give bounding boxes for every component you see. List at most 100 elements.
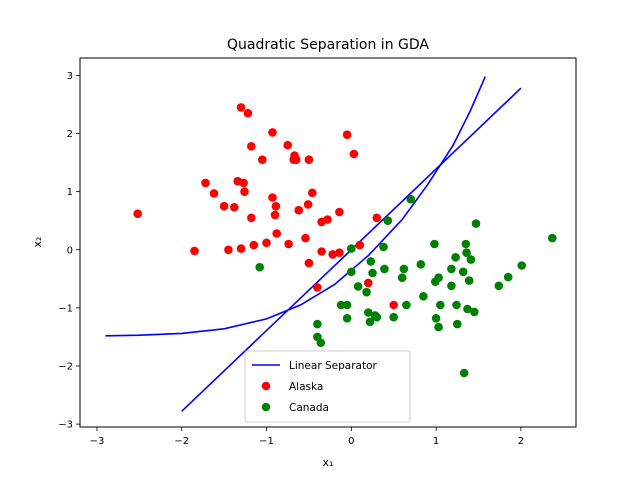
point-alaska-31 [304, 155, 314, 164]
point-alaska-3 [209, 189, 219, 198]
point-canada-5 [342, 300, 352, 310]
x-tick-label: −3 [90, 436, 105, 447]
point-canada-32 [436, 300, 445, 310]
point-alaska-21 [271, 201, 281, 211]
point-canada-26 [419, 292, 428, 301]
point-canada-18 [380, 264, 389, 274]
legend-label-canada: Canada [289, 402, 329, 414]
point-canada-17 [379, 242, 388, 252]
point-canada-0 [255, 262, 264, 272]
point-canada-25 [416, 260, 426, 269]
legend-box [244, 350, 411, 423]
point-canada-44 [466, 255, 476, 264]
point-alaska-23 [283, 140, 293, 150]
point-alaska-18 [268, 128, 277, 137]
point-alaska-39 [335, 207, 344, 217]
point-alaska-10 [239, 178, 248, 188]
point-canada-16 [372, 312, 382, 322]
point-canada-1 [313, 319, 322, 329]
x-tick-label: 0 [348, 436, 354, 447]
point-alaska-4 [219, 201, 229, 211]
point-canada-9 [353, 282, 363, 291]
point-alaska-29 [301, 233, 310, 243]
point-canada-35 [451, 252, 460, 262]
point-alaska-44 [364, 278, 373, 288]
point-canada-47 [494, 281, 504, 291]
point-canada-41 [462, 248, 471, 257]
point-alaska-13 [247, 142, 256, 151]
point-canada-38 [458, 267, 468, 277]
point-alaska-5 [224, 245, 233, 255]
legend-marker-canada [261, 402, 271, 412]
y-tick-label: 3 [67, 71, 73, 82]
x-tick-label: −1 [259, 436, 274, 447]
legend-label-linear-separator: Linear Separator [289, 360, 377, 372]
point-alaska-9 [236, 103, 246, 112]
point-alaska-46 [389, 300, 399, 310]
point-alaska-36 [317, 247, 326, 256]
y-tick-label: 1 [67, 187, 73, 198]
y-tick-label: 2 [67, 129, 73, 140]
plot-area [105, 76, 557, 412]
point-canada-49 [517, 261, 526, 270]
y-tick-label: −1 [58, 303, 73, 314]
x-axis-label: x₁ [323, 456, 334, 469]
point-alaska-41 [342, 130, 352, 139]
x-tick-label: −2 [174, 436, 189, 447]
point-canada-29 [431, 314, 441, 323]
point-alaska-2 [201, 178, 210, 188]
point-canada-20 [389, 312, 399, 322]
point-alaska-24 [284, 239, 293, 249]
point-canada-30 [434, 273, 443, 283]
point-canada-39 [459, 368, 469, 378]
y-axis-label: x₂ [31, 237, 44, 248]
point-alaska-27 [291, 155, 301, 164]
point-canada-11 [364, 308, 373, 317]
y-tick-label: 0 [67, 245, 73, 256]
point-alaska-37 [323, 215, 332, 224]
axes-frame [79, 57, 577, 428]
x-axis-ticks: −3 −2 −1 0 1 2 [90, 427, 524, 447]
point-canada-4 [336, 300, 346, 310]
y-axis-ticks: −3 −2 −1 0 1 2 3 [58, 71, 80, 431]
point-alaska-34 [313, 283, 322, 292]
legend-marker-alaska [261, 381, 271, 391]
point-alaska-32 [304, 258, 314, 268]
point-alaska-40 [335, 248, 344, 257]
point-alaska-33 [308, 188, 317, 198]
point-canada-36 [452, 300, 461, 310]
point-alaska-14 [247, 213, 256, 223]
series-line-quadratic-boundary [105, 76, 487, 337]
point-canada-24 [406, 194, 416, 204]
y-tick-label: −2 [58, 361, 73, 372]
point-alaska-45 [372, 213, 382, 223]
chart-title: Quadratic Separation in GDA [227, 37, 429, 53]
point-canada-45 [470, 307, 479, 317]
point-alaska-30 [303, 200, 313, 209]
point-alaska-8 [236, 244, 246, 253]
legend: Linear Separator Alaska Canada [244, 350, 411, 423]
point-canada-48 [503, 272, 513, 282]
point-canada-21 [397, 273, 407, 283]
point-alaska-28 [294, 205, 304, 215]
point-canada-42 [463, 304, 472, 314]
point-canada-3 [316, 338, 326, 348]
point-alaska-11 [240, 187, 249, 196]
x-tick-label: 1 [433, 436, 439, 447]
point-canada-23 [402, 300, 411, 310]
y-tick-label: −3 [58, 420, 73, 431]
point-canada-13 [366, 257, 376, 266]
point-canada-14 [368, 268, 377, 278]
legend-label-alaska: Alaska [289, 381, 323, 393]
point-canada-12 [365, 317, 375, 327]
point-canada-33 [447, 264, 456, 274]
point-alaska-12 [243, 108, 253, 118]
point-alaska-22 [272, 229, 282, 238]
point-alaska-15 [249, 240, 259, 250]
point-canada-10 [362, 287, 371, 297]
point-canada-46 [471, 219, 481, 228]
point-canada-22 [399, 264, 409, 274]
point-alaska-20 [270, 210, 280, 220]
point-canada-8 [347, 267, 356, 277]
